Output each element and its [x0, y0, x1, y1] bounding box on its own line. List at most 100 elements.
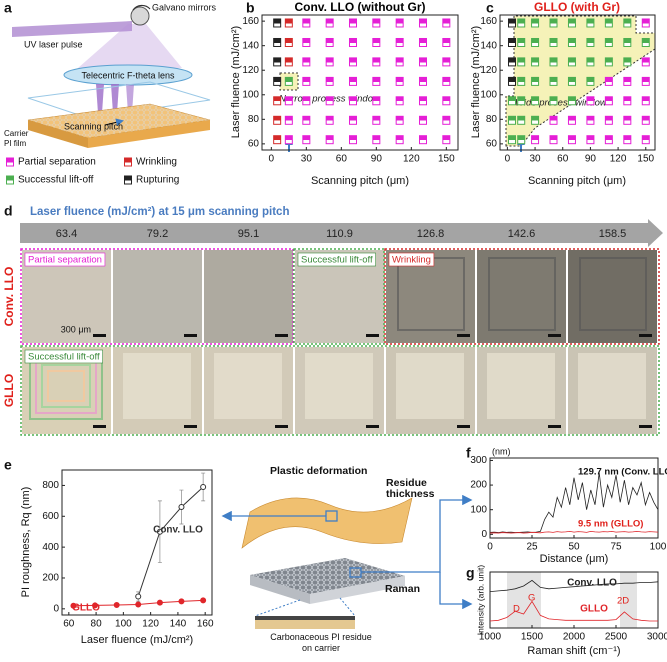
series-label: GLLO: [580, 604, 608, 615]
marker: [623, 96, 632, 106]
y-axis-label: PI roughness, Rq (nm): [20, 487, 32, 598]
marker: [395, 37, 404, 47]
marker: [284, 115, 293, 125]
marker: [284, 18, 293, 28]
marker: [284, 57, 293, 67]
y-tick-label: 80: [486, 114, 498, 125]
sample-square: [579, 257, 647, 331]
marker: [325, 115, 334, 125]
x-axis-label: Laser fluence (mJ/cm²): [81, 634, 193, 646]
marker: [372, 135, 381, 145]
sample-square: [123, 353, 191, 419]
annotation: Wide process window: [515, 98, 608, 109]
marker: [567, 115, 576, 125]
scale-bar: [275, 425, 288, 428]
y-tick-label: 160: [480, 16, 497, 27]
marker: [325, 96, 334, 106]
y-axis-label: Laser fluence (mJ/cm²): [470, 26, 482, 138]
marker: [442, 18, 451, 28]
y-tick-label: 80: [248, 114, 260, 125]
marker: [586, 115, 595, 125]
x-axis-label: Raman shift (cm⁻¹): [527, 645, 620, 657]
scale-bar: [366, 334, 379, 337]
marker: [549, 96, 558, 106]
x-tick-label: 1500: [521, 632, 544, 643]
marker: [372, 18, 381, 28]
scale-label: 300 μm: [61, 324, 91, 334]
marker: [623, 37, 632, 47]
schematic-label: Residue thickness: [386, 477, 435, 500]
marker: [567, 96, 576, 106]
marker: [302, 18, 311, 28]
photo: [113, 250, 202, 343]
scale-bar: [639, 334, 652, 337]
marker: [372, 76, 381, 86]
y-tick-label: 100: [242, 89, 259, 100]
marker: [302, 37, 311, 47]
x-tick-label: 30: [301, 154, 313, 165]
fluence-label: 79.2: [147, 228, 168, 240]
marker: [419, 37, 427, 47]
marker: [586, 96, 595, 106]
marker: [419, 18, 427, 28]
marker: [507, 37, 516, 47]
y-tick-label: 120: [480, 65, 497, 76]
schematic-label: Telecentric F-theta lens: [81, 70, 175, 80]
marker: [604, 37, 613, 47]
x-tick-label: 120: [610, 154, 627, 165]
point: [178, 504, 185, 511]
marker: [517, 37, 526, 47]
tag-box: [297, 252, 376, 267]
group-border: [20, 248, 294, 345]
marker: [517, 135, 526, 145]
sample-square: [214, 353, 282, 419]
legend-label: Successful lift-off: [18, 175, 94, 186]
fluence-label: 126.8: [417, 228, 445, 240]
legend-label: Rupturing: [136, 175, 179, 186]
panel-letter: g: [466, 565, 475, 581]
marker: [641, 135, 650, 145]
series-label: Conv. LLO: [567, 578, 617, 589]
marker: [567, 18, 576, 28]
panel-letter: d: [4, 203, 13, 219]
marker: [419, 115, 427, 125]
chart-title: GLLO (with Gr): [534, 0, 620, 14]
sample-square: [487, 353, 555, 419]
marker: [507, 18, 516, 28]
marker: [349, 96, 357, 106]
x-tick-label: 150: [438, 154, 455, 165]
schematic-label: Scanning pitch: [64, 121, 123, 131]
marker: [507, 115, 516, 125]
x-tick-label: 60: [557, 154, 569, 165]
scale-bar: [548, 334, 561, 337]
marker: [507, 135, 516, 145]
marker: [531, 57, 540, 67]
marker: [284, 76, 293, 86]
series-line: [489, 579, 659, 592]
sample-square: [305, 353, 373, 419]
scale-bar: [184, 334, 197, 337]
y-tick-label: 300: [470, 455, 487, 466]
marker: [372, 115, 381, 125]
marker: [302, 76, 311, 86]
x-tick-label: 120: [142, 619, 159, 630]
schematic-label: PI film: [4, 139, 27, 148]
marker: [325, 135, 334, 145]
marker: [349, 57, 357, 67]
panel-letter: c: [486, 0, 494, 16]
point: [70, 602, 77, 609]
photo: [568, 250, 657, 343]
x-tick-label: 90: [585, 154, 597, 165]
marker: [442, 135, 451, 145]
scale-bar: [639, 425, 652, 428]
plot-frame: [499, 14, 656, 151]
marker: [586, 135, 595, 145]
marker: [419, 76, 427, 86]
x-tick-label: 2500: [605, 632, 628, 643]
annotation: 129.7 nm (Conv. LLO): [578, 467, 667, 478]
y-tick-label: 100: [470, 504, 487, 515]
point: [200, 597, 207, 604]
annotation: 2D: [617, 596, 629, 607]
marker: [623, 18, 632, 28]
annotation: 9.5 nm (GLLO): [578, 519, 643, 530]
